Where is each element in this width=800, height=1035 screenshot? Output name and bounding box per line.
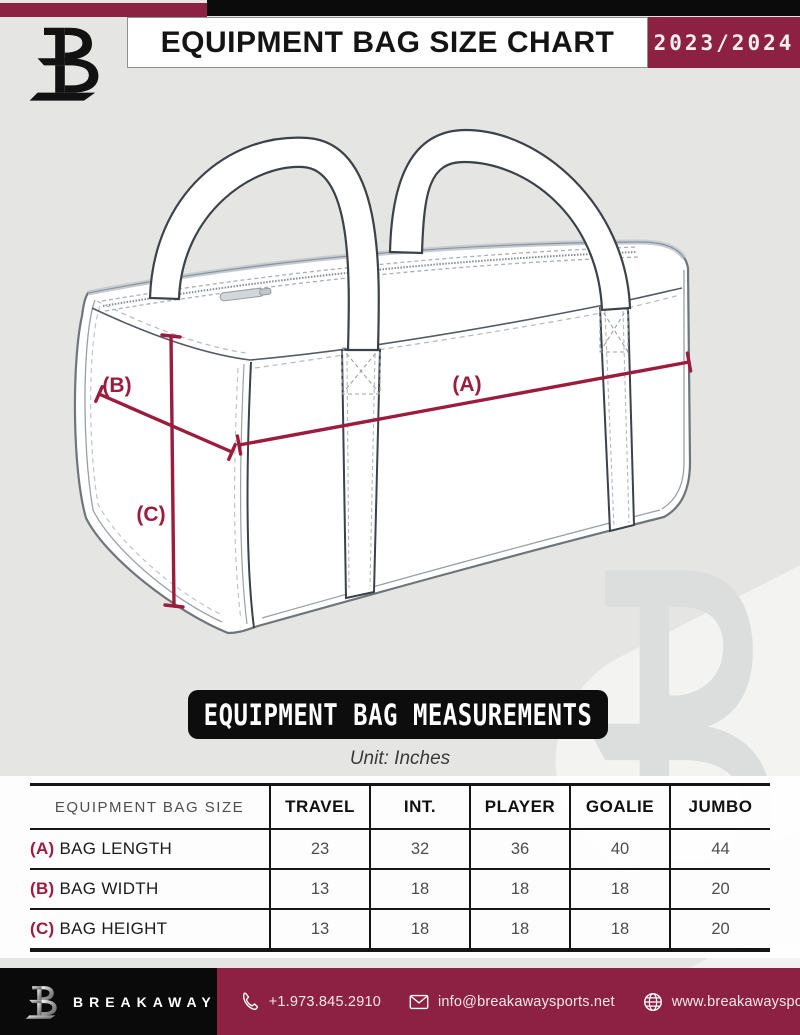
row-label: BAG LENGTH [59,839,173,858]
cell-value: 44 [669,828,770,869]
unit-label: Unit: Inches [349,748,451,769]
cell-value: 32 [369,828,470,869]
title-box: EQUIPMENT BAG SIZE CHART [127,17,648,68]
measurements-banner: EQUIPMENT BAG MEASUREMENTS [188,690,608,739]
cell-value: 18 [369,868,470,909]
cell-value: 13 [269,908,370,950]
cell-value: 18 [469,868,570,909]
table-row-bag-length: (A) BAG LENGTH 23 32 36 40 44 [30,828,770,869]
phone-icon [242,991,258,1010]
cell-value: 18 [469,908,570,950]
strap-stitch-boxes [341,306,629,395]
column-header-bag-size: EQUIPMENT BAG SIZE [54,798,245,816]
table-header-row: EQUIPMENT BAG SIZE TRAVEL INT. PLAYER GO… [30,784,770,829]
measurements-banner-label: EQUIPMENT BAG MEASUREMENTS [203,697,593,732]
phone-number: +1.973.845.2910 [268,993,381,1010]
table-row-bag-width: (B) BAG WIDTH 13 18 18 18 20 [30,868,770,909]
website-contact: www.breakawaysports.net [642,991,800,1013]
bag-handle-right [388,128,632,312]
brand-name: BREAKAWAY [73,993,217,1010]
header-black-bar [207,0,800,16]
page-title: EQUIPMENT BAG SIZE CHART [160,25,615,59]
row-label: BAG WIDTH [59,879,159,898]
footer-brand-block: BREAKAWAY [0,968,217,1035]
footer: BREAKAWAY +1.973.845.2910 info@breakaway… [0,968,800,1035]
breakaway-b-logo-footer [25,982,61,1022]
column-header-goalie: GOALIE [569,784,670,829]
email-address: info@breakawaysports.net [438,993,615,1010]
cell-value: 36 [469,828,570,869]
size-table: EQUIPMENT BAG SIZE TRAVEL INT. PLAYER GO… [30,783,770,952]
dimension-label-b: (B) [102,374,131,397]
website-url: www.breakawaysports.net [671,993,800,1010]
dimension-line-a [237,360,691,447]
season-badge: 2023/2024 [648,17,800,68]
dimension-label-c: (C) [136,503,165,526]
column-header-int: INT. [369,784,470,829]
dimension-line-b [97,392,234,454]
zipper-pull [219,287,272,302]
row-label: BAG HEIGHT [59,919,168,938]
column-header-jumbo: JUMBO [669,784,770,829]
email-icon [409,994,429,1009]
table-row-bag-height: (C) BAG HEIGHT 13 18 18 18 20 [30,908,770,950]
breakaway-b-logo [28,22,108,104]
cell-value: 23 [269,828,370,869]
globe-icon [643,992,662,1011]
email-contact: info@breakawaysports.net [408,991,615,1013]
dimension-label-a: (A) [452,373,481,396]
phone-contact: +1.973.845.2910 [239,991,381,1013]
cell-value: 18 [569,868,670,909]
dimension-line-c [169,334,176,608]
cell-value: 20 [669,868,770,909]
cell-value: 18 [569,908,670,950]
footer-contact-bar: +1.973.845.2910 info@breakawaysports.net… [216,968,800,1035]
cell-value: 13 [269,868,370,909]
header-maroon-bar [0,3,207,17]
column-header-travel: TRAVEL [269,784,370,829]
row-prefix: (B) [30,879,55,898]
column-header-player: PLAYER [469,784,570,829]
cell-value: 20 [669,908,770,950]
cell-value: 18 [369,908,470,950]
cell-value: 40 [569,828,670,869]
bag-handle-left [148,136,380,352]
row-prefix: (A) [30,839,55,858]
row-prefix: (C) [30,919,55,938]
